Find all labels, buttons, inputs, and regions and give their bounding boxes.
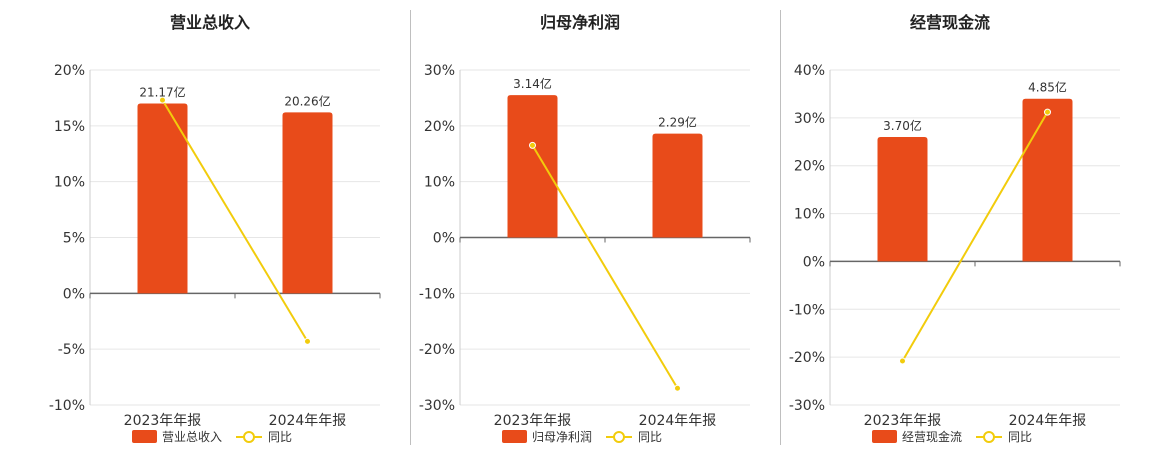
yoy-point	[529, 141, 536, 149]
y-tick-label: 30%	[424, 63, 455, 79]
y-tick-label: 10%	[54, 175, 85, 191]
bar	[282, 112, 333, 294]
yoy-point	[304, 337, 311, 345]
legend: 营业总收入 同比	[132, 430, 292, 444]
x-category-label: 2023年年报	[124, 413, 202, 429]
bar-data-label: 4.85亿	[1028, 80, 1067, 95]
bar	[877, 137, 928, 262]
legend-bar-swatch	[872, 430, 897, 443]
y-tick-label: -10%	[789, 302, 825, 318]
chart-title: 营业总收入	[170, 13, 250, 32]
chart-revenue: 营业总收入 -10% -5% 0% 5% 10% 15% 20% 21.17亿 20.26亿 202…	[49, 13, 381, 444]
bar	[507, 95, 558, 238]
legend-bar-swatch	[132, 430, 157, 443]
yoy-line	[531, 144, 679, 389]
x-category-label: 2024年年报	[269, 413, 347, 429]
y-tick-label: 0%	[803, 254, 825, 270]
y-tick-label: -10%	[49, 398, 85, 414]
legend-line-marker	[243, 431, 255, 443]
y-tick-label: 30%	[794, 111, 825, 127]
yoy-point	[159, 96, 166, 104]
x-category-label: 2023年年报	[864, 413, 942, 429]
y-tick-label: 0%	[433, 231, 455, 247]
y-tick-label: -20%	[419, 342, 455, 358]
y-tick-label: -30%	[789, 398, 825, 414]
chart-panel-net-profit: 归母净利润 -30% -20% -10% 0% 10% 20% 30% 3.14亿 2.29亿 20…	[410, 0, 780, 450]
y-tick-label: 5%	[63, 231, 85, 247]
legend-bar-label: 归母净利润	[532, 430, 592, 444]
yoy-line	[161, 99, 309, 342]
y-tick-label: -10%	[419, 286, 455, 302]
legend-line-marker	[983, 431, 995, 443]
bar	[1022, 98, 1073, 262]
bar-data-label: 3.14亿	[513, 76, 552, 91]
bar-data-label: 21.17亿	[139, 85, 185, 100]
chart-cash-flow: 经营现金流 -30% -20% -10% 0% 10% 20% 30% 40% 3.70亿 4.85…	[789, 13, 1121, 444]
y-tick-label: 20%	[794, 159, 825, 175]
bar-data-label: 2.29亿	[658, 115, 697, 130]
yoy-point	[674, 384, 681, 392]
bar-data-label: 3.70亿	[883, 118, 922, 133]
x-category-label: 2023年年报	[494, 413, 572, 429]
y-tick-label: 15%	[54, 119, 85, 135]
x-category-label: 2024年年报	[639, 413, 717, 429]
legend: 归母净利润 同比	[502, 430, 662, 444]
y-tick-label: 0%	[63, 286, 85, 302]
panel-divider	[780, 10, 781, 445]
chart-panel-cash-flow: 经营现金流 -30% -20% -10% 0% 10% 20% 30% 40% 3.70亿 4.85…	[780, 0, 1150, 450]
legend-line-marker	[613, 431, 625, 443]
yoy-point	[1044, 108, 1051, 116]
legend-bar-label: 经营现金流	[902, 429, 962, 444]
y-tick-label: 10%	[794, 207, 825, 223]
legend-bar-label: 营业总收入	[162, 430, 222, 444]
chart-panel-revenue: 营业总收入 -10% -5% 0% 5% 10% 15% 20% 21.17亿 20.26亿 202…	[40, 0, 410, 450]
chart-title: 归母净利润	[540, 13, 620, 32]
x-category-label: 2024年年报	[1009, 413, 1087, 429]
chart-net-profit: 归母净利润 -30% -20% -10% 0% 10% 20% 30% 3.14亿 2.29亿 20…	[419, 13, 751, 444]
y-tick-label: 10%	[424, 175, 455, 191]
bar	[652, 133, 703, 238]
bar	[137, 103, 188, 294]
legend-bar-swatch	[502, 430, 527, 443]
legend-line-label: 同比	[638, 430, 662, 444]
panel-divider	[410, 10, 411, 445]
y-tick-label: -30%	[419, 398, 455, 414]
chart-title: 经营现金流	[910, 13, 990, 32]
legend-line-label: 同比	[268, 430, 292, 444]
y-tick-label: 40%	[794, 63, 825, 79]
yoy-point	[899, 357, 906, 365]
y-tick-label: -20%	[789, 350, 825, 366]
legend: 经营现金流 同比	[872, 429, 1032, 444]
legend-line-label: 同比	[1008, 430, 1032, 444]
bar-data-label: 20.26亿	[284, 93, 330, 108]
y-tick-label: -5%	[58, 342, 85, 358]
y-tick-label: 20%	[424, 119, 455, 135]
y-tick-label: 20%	[54, 63, 85, 79]
yoy-line	[901, 111, 1049, 362]
